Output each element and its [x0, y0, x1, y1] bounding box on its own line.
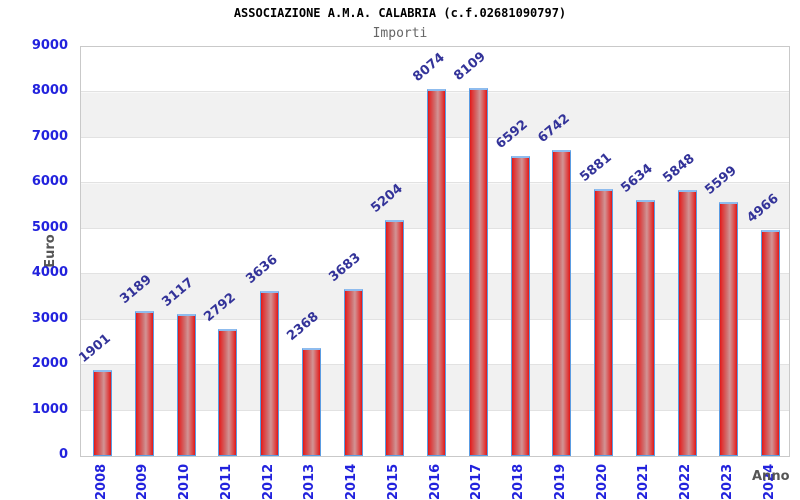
x-tick-label: 2013 — [302, 463, 318, 500]
value-label: 5599 — [702, 162, 740, 198]
x-tick-label: 2018 — [511, 463, 527, 500]
x-tick-label: 2008 — [93, 463, 109, 500]
value-label: 1901 — [75, 330, 114, 366]
value-label: 3117 — [159, 275, 197, 311]
y-tick-label: 6000 — [31, 174, 68, 190]
value-label: 2792 — [201, 290, 239, 326]
value-label: 8109 — [451, 48, 490, 84]
bar-2022 — [677, 190, 697, 456]
bar-2019 — [552, 149, 572, 456]
bar-2017 — [468, 87, 488, 456]
bar-2010 — [176, 314, 196, 456]
y-tick-label: 1000 — [31, 401, 68, 417]
y-tick-label: 2000 — [31, 356, 68, 372]
value-label: 8074 — [409, 50, 448, 86]
plot-area: 1901 3189 3117 2792 3636 2368 3683 5204 8074 8109… — [75, 46, 790, 457]
x-tick-label: 2023 — [719, 463, 735, 500]
chart-subtitle: Importi — [372, 26, 428, 41]
y-axis: 0 1000 2000 3000 4000 5000 6000 7000 8000 9000 — [0, 38, 74, 462]
x-tick-label: 2021 — [636, 463, 652, 500]
x-tick-label: 2011 — [218, 463, 234, 500]
value-label: 4966 — [744, 191, 782, 227]
value-label: 3636 — [242, 252, 281, 287]
bar-2009 — [134, 311, 154, 456]
value-label: 6742 — [535, 110, 573, 146]
y-tick-label: 8000 — [31, 83, 68, 99]
value-label: 3189 — [117, 272, 155, 308]
value-label: 5848 — [660, 151, 698, 187]
value-label: 5634 — [618, 161, 657, 196]
x-axis: 2008 2009 2010 2011 2012 2013 2014 2015 2016 2017… — [80, 458, 788, 500]
x-tick-label: 2012 — [260, 463, 276, 500]
y-tick-label: 9000 — [31, 38, 68, 53]
bar-2018 — [510, 156, 530, 456]
x-tick-label: 2014 — [344, 463, 360, 500]
y-tick-label: 7000 — [31, 128, 68, 144]
value-label: 6592 — [493, 117, 531, 153]
bar-2008 — [93, 369, 112, 456]
bar-2023 — [719, 201, 739, 456]
x-tick-label: 2019 — [552, 463, 568, 500]
x-tick-label: 2022 — [678, 463, 694, 500]
chart-title: ASSOCIAZIONE A.M.A. CALABRIA (c.f.026810… — [233, 6, 567, 20]
value-label: 5204 — [368, 180, 406, 216]
bar-2020 — [594, 188, 614, 456]
x-tick-label: 2009 — [135, 463, 151, 500]
bar-2012 — [260, 290, 280, 456]
x-tick-label: 2016 — [427, 463, 443, 500]
bar-2021 — [635, 199, 655, 456]
bar-2015 — [385, 219, 405, 456]
x-tick-label: 2020 — [594, 463, 610, 500]
y-tick-label: 5000 — [31, 219, 68, 235]
x-tick-label: 2015 — [385, 463, 401, 500]
value-label: 2368 — [284, 309, 323, 345]
x-tick-label: 2010 — [177, 463, 193, 500]
value-label: 3683 — [326, 249, 364, 285]
y-tick-label: 0 — [58, 447, 68, 462]
value-label: 5881 — [576, 149, 615, 185]
bar-2013 — [301, 348, 321, 456]
bar-2011 — [218, 329, 238, 456]
x-tick-label: 2017 — [469, 463, 485, 500]
bar-2016 — [427, 89, 447, 456]
bar-2014 — [343, 288, 363, 456]
y-tick-label: 3000 — [31, 310, 68, 326]
bar-2024 — [761, 230, 781, 456]
x-axis-title: Anno — [752, 469, 790, 484]
y-tick-label: 4000 — [31, 265, 68, 281]
